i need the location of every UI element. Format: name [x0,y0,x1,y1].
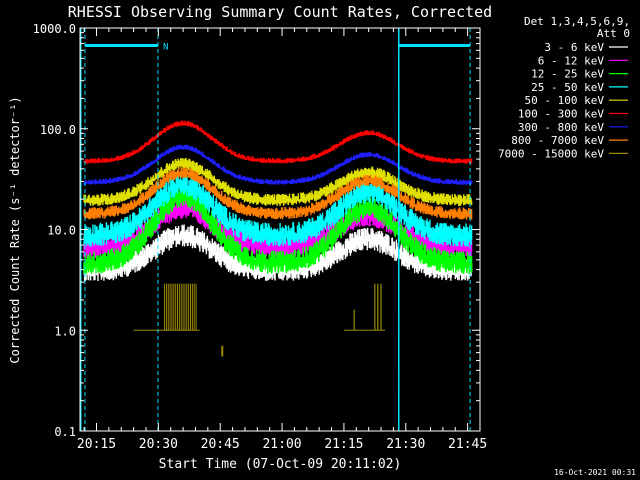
x-tick-label: 21:45 [448,437,487,452]
series-line-2 [83,184,473,274]
y-tick-label: 1.0 [54,324,76,338]
chart-title: RHESSI Observing Summary Count Rates, Co… [68,3,492,21]
plot-area: N [80,28,473,431]
x-axis-label: Start Time (07-Oct-09 20:11:02) [159,457,402,472]
y-tick-label: 1000.0 [33,22,76,36]
x-tick-label: 20:30 [139,437,178,452]
legend-label-8: 7000 - 15000 keV [498,147,604,160]
legend-label-0: 3 - 6 keV [544,41,604,54]
legend-label-5: 100 - 300 keV [518,108,604,121]
legend-label-7: 800 - 7000 keV [511,134,604,147]
legend-label-2: 12 - 25 keV [531,68,604,81]
series-line-3 [83,173,473,247]
y-axis-label: Corrected Count Rate (s⁻¹ detector⁻¹) [8,96,22,363]
legend-header-line-2: Att 0 [597,27,630,40]
night-label: N [163,43,168,53]
x-tick-label: 21:30 [386,437,425,452]
generation-timestamp: 16-Oct-2021 00:31 [554,468,636,477]
series-line-7 [83,166,473,220]
series-line-5 [83,120,473,164]
x-axis: 20:15 20:30 20:45 21:00 21:15 21:30 21:45 [77,28,487,452]
legend-header-line-1: Det 1,3,4,5,6,9, [524,15,630,28]
series-line-4 [83,158,473,207]
series-line-6 [83,144,473,185]
x-tick-label: 21:15 [324,437,363,452]
y-tick-label: 100.0 [40,123,76,137]
legend-label-3: 25 - 50 keV [531,81,604,94]
x-tick-label: 21:00 [262,437,301,452]
x-tick-label: 20:45 [201,437,240,452]
y-tick-label: 0.1 [54,425,76,439]
x-tick-label: 20:15 [77,437,116,452]
legend-label-6: 300 - 800 keV [518,121,604,134]
y-axis: 0.1 1.0 10.0 100.0 1000.0 [33,22,480,439]
legend-label-4: 50 - 100 keV [525,94,605,107]
y-tick-label: 10.0 [47,224,76,238]
legend-label-1: 6 - 12 keV [538,54,605,67]
series-line-8 [133,283,386,357]
